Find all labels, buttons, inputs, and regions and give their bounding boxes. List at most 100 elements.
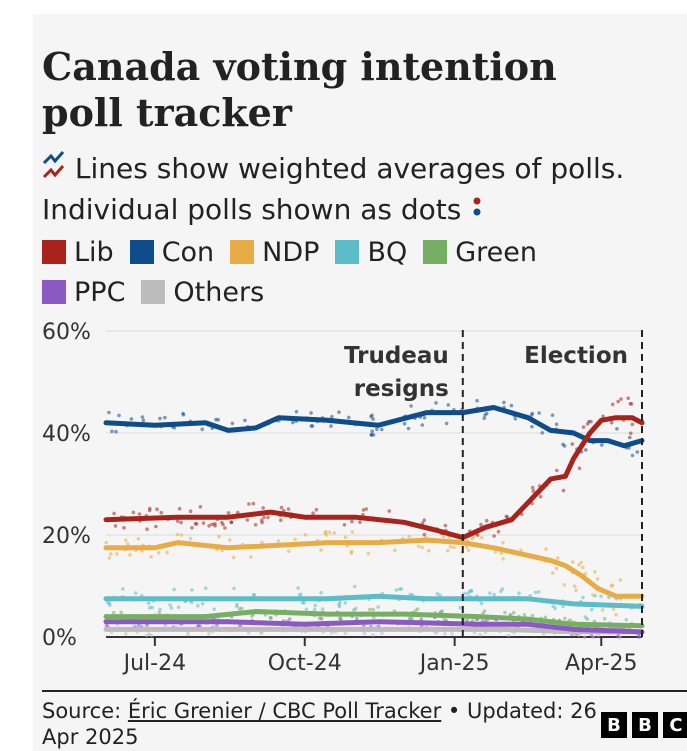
poll-dot-others: [582, 635, 587, 640]
poll-dot-bq: [313, 603, 318, 608]
poll-dot-bq: [212, 607, 216, 611]
poll-dot-green: [111, 610, 116, 615]
updated-date: • Updated: 26 Apr 2025: [42, 699, 597, 749]
poll-dot-con: [294, 409, 299, 414]
poll-dot-ndp: [175, 532, 180, 537]
poll-dot-lib: [253, 523, 258, 527]
source-link[interactable]: Éric Grenier / CBC Poll Tracker: [127, 699, 442, 723]
poll-dot-bq: [583, 615, 588, 619]
poll-dot-green: [371, 607, 376, 612]
poll-dot-lib: [358, 520, 362, 524]
poll-dot-ndp: [327, 530, 332, 535]
poll-dot-ndp: [179, 533, 184, 537]
poll-dot-bq: [158, 607, 162, 612]
poll-dot-lib: [286, 507, 291, 511]
poll-dot-ndp: [126, 542, 130, 546]
poll-dot-bq: [172, 587, 176, 592]
poll-dot-bq: [298, 592, 303, 597]
poll-dot-ndp: [562, 583, 567, 587]
poll-dot-lib: [210, 522, 214, 527]
poll-dot-con: [483, 413, 487, 417]
poll-dot-lib: [131, 510, 136, 515]
poll-dot-green: [368, 607, 372, 612]
zigzag-lines-icon: [42, 150, 66, 190]
poll-dot-ndp: [611, 607, 616, 611]
poll-dot-green: [522, 613, 527, 617]
poll-dot-ppc: [287, 617, 292, 621]
poll-dot-ndp: [579, 560, 583, 565]
poll-dot-green: [543, 615, 548, 620]
legend-label: NDP: [262, 236, 320, 268]
poll-dot-con: [114, 429, 118, 434]
poll-dot-lib: [201, 521, 206, 525]
poll-dot-lib: [193, 521, 198, 526]
poll-dot-others: [371, 633, 375, 637]
poll-dot-green: [157, 610, 162, 615]
poll-dot-ndp: [471, 535, 476, 539]
poll-dot-lib: [266, 515, 270, 520]
poll-dot-ndp: [570, 560, 575, 564]
poll-dot-lib: [616, 399, 620, 404]
poll-dot-con: [420, 423, 425, 427]
poll-dot-lib: [188, 509, 193, 513]
legend-swatch: [230, 240, 255, 264]
poll-dot-bq: [376, 605, 381, 609]
poll-dot-con: [540, 431, 544, 435]
poll-dot-lib: [601, 414, 605, 419]
poll-dot-others: [443, 631, 447, 636]
poll-dot-green: [563, 616, 567, 621]
poll-dot-bq: [533, 590, 538, 595]
poll-dot-others: [149, 633, 154, 638]
poll-dot-bq: [168, 603, 172, 607]
poll-dot-lib: [122, 526, 126, 530]
poll-dot-bq: [352, 584, 357, 589]
poll-dot-lib: [279, 518, 283, 522]
poll-dot-con: [482, 416, 487, 420]
poll-dot-con: [584, 448, 588, 452]
poll-dot-lib: [361, 508, 366, 512]
poll-dot-con: [163, 415, 167, 420]
poll-dot-ndp: [217, 534, 221, 539]
poll-dot-ndp: [426, 548, 431, 553]
poll-dot-con: [309, 411, 313, 415]
x-tick-label: Apr-25: [565, 651, 638, 676]
poll-dot-bq: [190, 588, 194, 592]
poll-dot-ndp: [581, 565, 585, 570]
poll-dot-con: [230, 421, 235, 426]
poll-dot-con: [141, 418, 146, 423]
poll-dot-con: [422, 416, 427, 420]
poll-dot-ndp: [446, 549, 450, 553]
line-chart: 0% 20% 40% 60% Jul-24 Oct-24 Jan-25 Apr-25 Trude…: [42, 320, 645, 676]
legend-label: Green: [455, 236, 537, 268]
poll-dot-green: [240, 606, 244, 611]
annotation-label: Election: [524, 343, 628, 369]
poll-dot-con: [530, 424, 534, 429]
poll-dot-lib: [314, 507, 319, 512]
poll-dot-lib: [492, 534, 496, 538]
poll-dot-lib: [190, 526, 194, 530]
poll-dot-con: [550, 413, 555, 417]
poll-dot-con: [375, 427, 379, 432]
poll-dot-bq: [235, 604, 239, 609]
poll-dot-lib: [175, 519, 180, 523]
poll-dot-lib: [589, 419, 593, 424]
poll-dot-ppc: [465, 618, 469, 623]
poll-dot-green: [268, 616, 273, 620]
poll-dot-con: [330, 414, 334, 419]
poll-dot-con: [310, 424, 315, 428]
poll-dot-lib: [422, 532, 427, 537]
bbc-logo-letter-2: B: [632, 712, 658, 738]
poll-dot-ndp: [165, 550, 169, 555]
poll-dot-others: [362, 631, 367, 635]
subtitle-text-1: Lines show weighted averages of polls.: [74, 152, 625, 185]
poll-dot-con: [406, 426, 411, 431]
poll-dot-bq: [581, 595, 585, 600]
poll-dot-lib: [475, 533, 480, 537]
poll-dot-bq: [551, 604, 555, 608]
poll-dot-lib: [251, 501, 256, 506]
poll-dot-lib: [235, 510, 240, 515]
poll-dot-con: [110, 429, 114, 434]
legend-item-ppc: PPC: [42, 276, 125, 308]
poll-dot-lib: [112, 511, 116, 516]
poll-dot-green: [511, 610, 516, 615]
